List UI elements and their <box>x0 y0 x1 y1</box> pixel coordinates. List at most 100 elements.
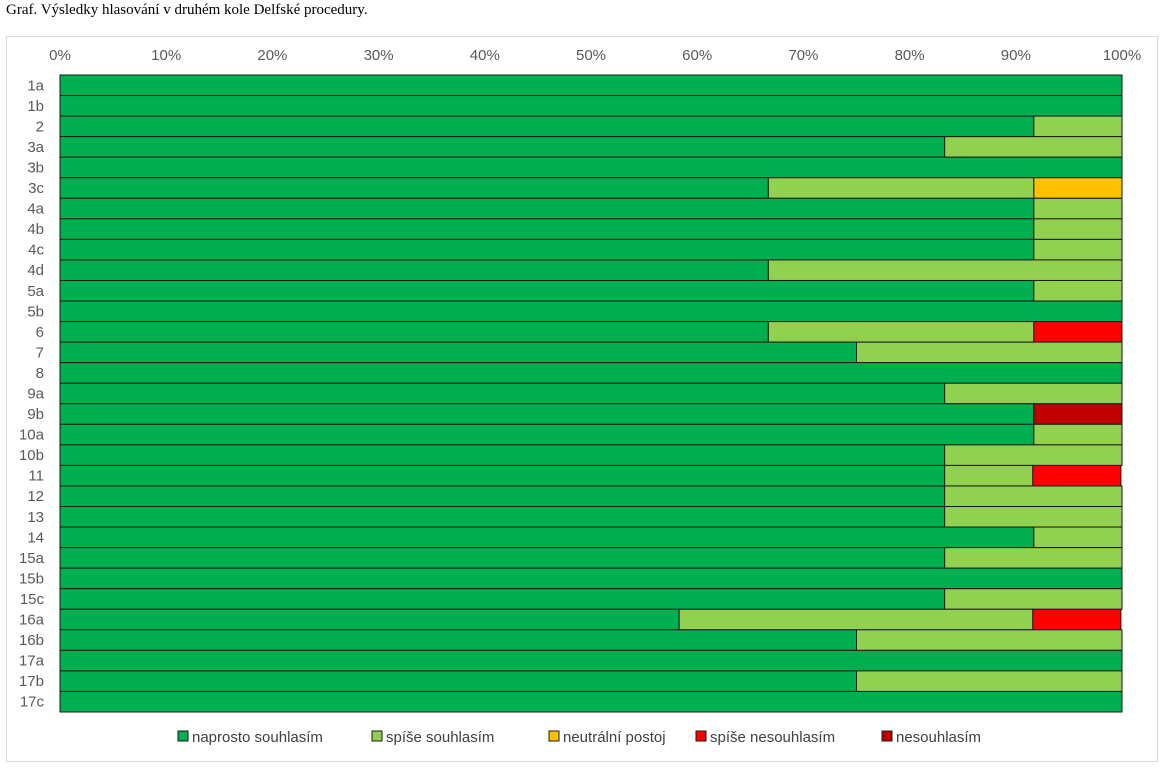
bar-segment-3a-series-1 <box>59 136 946 158</box>
bar-segment-2-series-1 <box>59 115 1035 138</box>
category-label: 13 <box>27 509 44 526</box>
category-label: 9b <box>27 406 44 423</box>
legend-swatch <box>881 730 893 742</box>
bar-segment-13-series-1 <box>59 506 946 528</box>
legend-label: neutrální postoj <box>563 729 666 746</box>
legend-label: spíše souhlasím <box>386 729 494 746</box>
category-label: 9a <box>27 386 44 403</box>
legend-label: spíše nesouhlasím <box>710 729 835 746</box>
bar-segment-16a-series-2 <box>678 608 1034 631</box>
bar-segment-6-series-1 <box>59 321 769 343</box>
category-label: 5b <box>27 303 44 320</box>
category-label: 6 <box>36 324 44 341</box>
bar-segment-14-series-1 <box>59 526 1035 549</box>
bar-segment-15a-series-2 <box>944 547 1123 569</box>
x-tick-label: 10% <box>151 47 181 64</box>
bar-segment-14-series-2 <box>1033 526 1123 549</box>
x-tick-label: 60% <box>682 47 712 64</box>
stacked-bar-chart: 0% 10% 20% 30% 40% 50% 60% 70% 80% 90% 100% 1a 1b 2 3a… <box>19 47 1141 746</box>
category-label: 3b <box>27 159 44 176</box>
x-tick-label: 30% <box>364 47 394 64</box>
bar-segment-17b-series-2 <box>856 670 1123 692</box>
category-label: 4b <box>27 221 44 238</box>
category-label: 12 <box>27 488 44 505</box>
legend-label: nesouhlasím <box>896 729 981 746</box>
bar-segment-15a-series-1 <box>59 547 946 569</box>
bar-segment-7-series-1 <box>59 341 857 364</box>
bar-segment-4b-series-2 <box>1033 218 1123 240</box>
bar-segment-1b-series-1 <box>59 95 1123 117</box>
bar-segment-16a-series-4 <box>1032 608 1122 631</box>
x-tick-label: 0% <box>49 47 71 64</box>
bar-segment-16a-series-1 <box>59 608 680 631</box>
bar-segment-3c-series-3 <box>1033 177 1123 199</box>
bar-segment-9b-series-1 <box>59 403 1035 425</box>
x-tick-label: 20% <box>257 47 287 64</box>
legend-label: naprosto souhlasím <box>192 729 323 746</box>
category-label: 3a <box>27 139 44 156</box>
bar-segment-3c-series-1 <box>59 177 769 199</box>
legend-swatch <box>371 730 383 742</box>
bar-segment-4a-series-1 <box>59 197 1035 220</box>
bar-segment-4c-series-2 <box>1033 238 1123 261</box>
bar-segment-8-series-1 <box>59 362 1123 384</box>
bar-segment-11-series-1 <box>59 464 946 487</box>
chart-area: 0% 10% 20% 30% 40% 50% 60% 70% 80% 90% 100% 1a 1b 2 3a… <box>6 36 1158 762</box>
category-label: 3c <box>28 180 44 197</box>
bar-segment-3b-series-1 <box>59 156 1123 179</box>
bar-segment-17a-series-1 <box>59 649 1123 672</box>
category-label: 10a <box>19 427 45 444</box>
bar-segment-10a-series-1 <box>59 423 1035 446</box>
bar-segment-17c-series-1 <box>59 690 1123 713</box>
bar-segment-15c-series-1 <box>59 588 946 610</box>
bar-segment-16b-series-1 <box>59 629 857 651</box>
bar-segment-16b-series-2 <box>856 629 1123 651</box>
category-label: 2 <box>36 118 44 135</box>
chart-caption: Graf. Výsledky hlasování v druhém kole D… <box>6 2 368 18</box>
bar-segment-6-series-4 <box>1033 321 1123 343</box>
bar-segment-4d-series-1 <box>59 259 769 281</box>
bar-segment-1a-series-1 <box>59 74 1123 97</box>
category-label: 17b <box>19 673 44 690</box>
bar-segment-11-series-2 <box>944 464 1034 487</box>
bar-segment-7-series-2 <box>856 341 1123 364</box>
bar-segment-4b-series-1 <box>59 218 1035 240</box>
bar-segment-12-series-1 <box>59 485 946 508</box>
bar-segment-4c-series-1 <box>59 238 1035 261</box>
x-tick-label: 70% <box>788 47 818 64</box>
category-label: 8 <box>36 365 44 382</box>
category-label: 14 <box>27 529 44 546</box>
category-label: 10b <box>19 447 44 464</box>
bar-segment-9a-series-2 <box>944 382 1123 405</box>
bar-segment-12-series-2 <box>944 485 1123 508</box>
bar-segment-5b-series-1 <box>59 300 1123 323</box>
bar-segment-9b-series-5 <box>1033 403 1123 425</box>
bar-segment-4a-series-2 <box>1033 197 1123 220</box>
bar-segment-11-series-4 <box>1032 464 1122 487</box>
bar-segment-15b-series-1 <box>59 567 1123 590</box>
bar-segment-13-series-2 <box>944 506 1123 528</box>
x-tick-label: 50% <box>576 47 606 64</box>
bar-segment-17b-series-1 <box>59 670 857 692</box>
category-label: 5a <box>27 283 44 300</box>
category-label: 16b <box>19 632 44 649</box>
category-label: 16a <box>19 612 45 629</box>
category-label: 15b <box>19 570 44 587</box>
category-label: 4a <box>27 201 44 218</box>
legend-swatch <box>548 730 560 742</box>
bar-segment-10a-series-2 <box>1033 423 1123 446</box>
bar-segment-3a-series-2 <box>944 136 1123 158</box>
x-tick-label: 90% <box>1001 47 1031 64</box>
bar-segment-4d-series-2 <box>767 259 1123 281</box>
category-label: 15a <box>19 550 45 567</box>
bar-segment-6-series-2 <box>767 321 1035 343</box>
bar-segment-3c-series-2 <box>767 177 1035 199</box>
category-label: 4c <box>28 242 44 259</box>
bar-segment-2-series-2 <box>1033 115 1123 138</box>
category-label: 1a <box>27 77 44 94</box>
bar-segment-5a-series-2 <box>1033 279 1123 302</box>
bar-segment-10b-series-1 <box>59 444 946 466</box>
bar-segment-10b-series-2 <box>944 444 1123 466</box>
category-label: 17a <box>19 653 45 670</box>
legend-swatch <box>695 730 707 742</box>
